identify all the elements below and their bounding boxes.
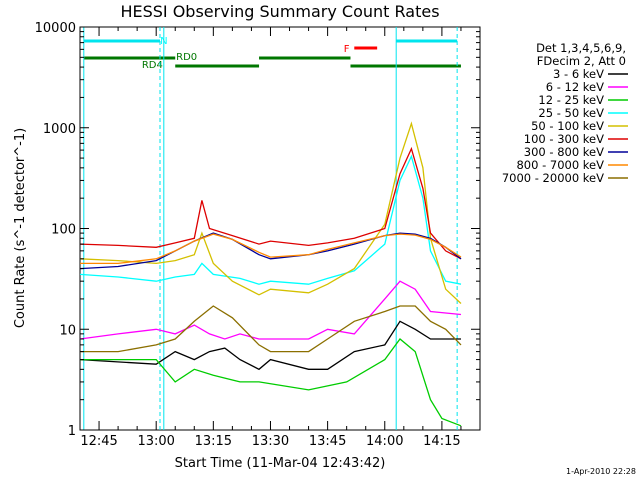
annotation-label: RD4: [142, 60, 163, 71]
legend-label: 12 - 25 keV: [538, 93, 604, 107]
observing-bars: NRD0RD4F: [83, 36, 461, 71]
plot-frame: [79, 26, 481, 431]
series-line: [79, 146, 462, 260]
x-tick-label: 13:00: [137, 434, 174, 449]
legend-header: Det 1,3,4,5,6,9,: [536, 41, 626, 55]
footer-date: 1-Apr-2010 22:28: [566, 467, 636, 476]
y-tick-label: 10000: [35, 21, 76, 36]
series-line: [80, 233, 462, 265]
legend-label: 3 - 6 keV: [553, 67, 604, 81]
y-axis-ticks: 1 10 100 1000 10000: [35, 21, 480, 439]
series-line: [79, 320, 461, 371]
series-line: [79, 121, 462, 304]
legend-label: 300 - 800 keV: [524, 145, 604, 159]
series-line: [79, 154, 462, 285]
x-tick-label: 13:45: [309, 434, 346, 449]
x-axis-ticks: 12:45 13:00 13:15 13:30 13:45 14:00 14:15: [79, 27, 481, 449]
legend-label: 25 - 50 keV: [538, 106, 604, 120]
x-tick-label: 14:15: [423, 434, 460, 449]
series-line: [79, 280, 462, 340]
y-axis-label: Count Rate (s^-1 detector^-1): [13, 128, 28, 328]
y-tick-label: 100: [51, 223, 76, 238]
x-tick-label: 12:45: [80, 434, 117, 449]
series-group: [79, 121, 462, 427]
x-tick-label: 14:00: [366, 434, 403, 449]
legend-header: FDecim 2, Att 0: [537, 54, 626, 68]
y-tick-label: 1000: [43, 122, 76, 137]
legend-label: 800 - 7000 keV: [516, 158, 604, 172]
series-line: [79, 232, 462, 270]
flag-lines: [83, 27, 458, 430]
legend-label: 100 - 300 keV: [524, 132, 604, 146]
x-tick-label: 13:30: [252, 434, 289, 449]
legend-label: 7000 - 20000 keV: [502, 171, 604, 185]
x-axis-label: Start Time (11-Mar-04 12:43:42): [175, 456, 386, 471]
chart-title: HESSI Observing Summary Count Rates: [120, 2, 439, 21]
x-tick-label: 13:15: [195, 434, 232, 449]
annotation-label: RD0: [176, 52, 197, 63]
series-line: [80, 338, 462, 427]
annotation-label: F: [344, 44, 350, 55]
legend-label: 6 - 12 keV: [546, 80, 604, 94]
legend: Det 1,3,4,5,6,9,FDecim 2, Att 03 - 6 keV…: [502, 41, 628, 185]
legend-label: 50 - 100 keV: [531, 119, 604, 133]
y-tick-label: 1: [68, 424, 76, 439]
series-line: [80, 305, 462, 353]
y-tick-label: 10: [59, 323, 76, 338]
